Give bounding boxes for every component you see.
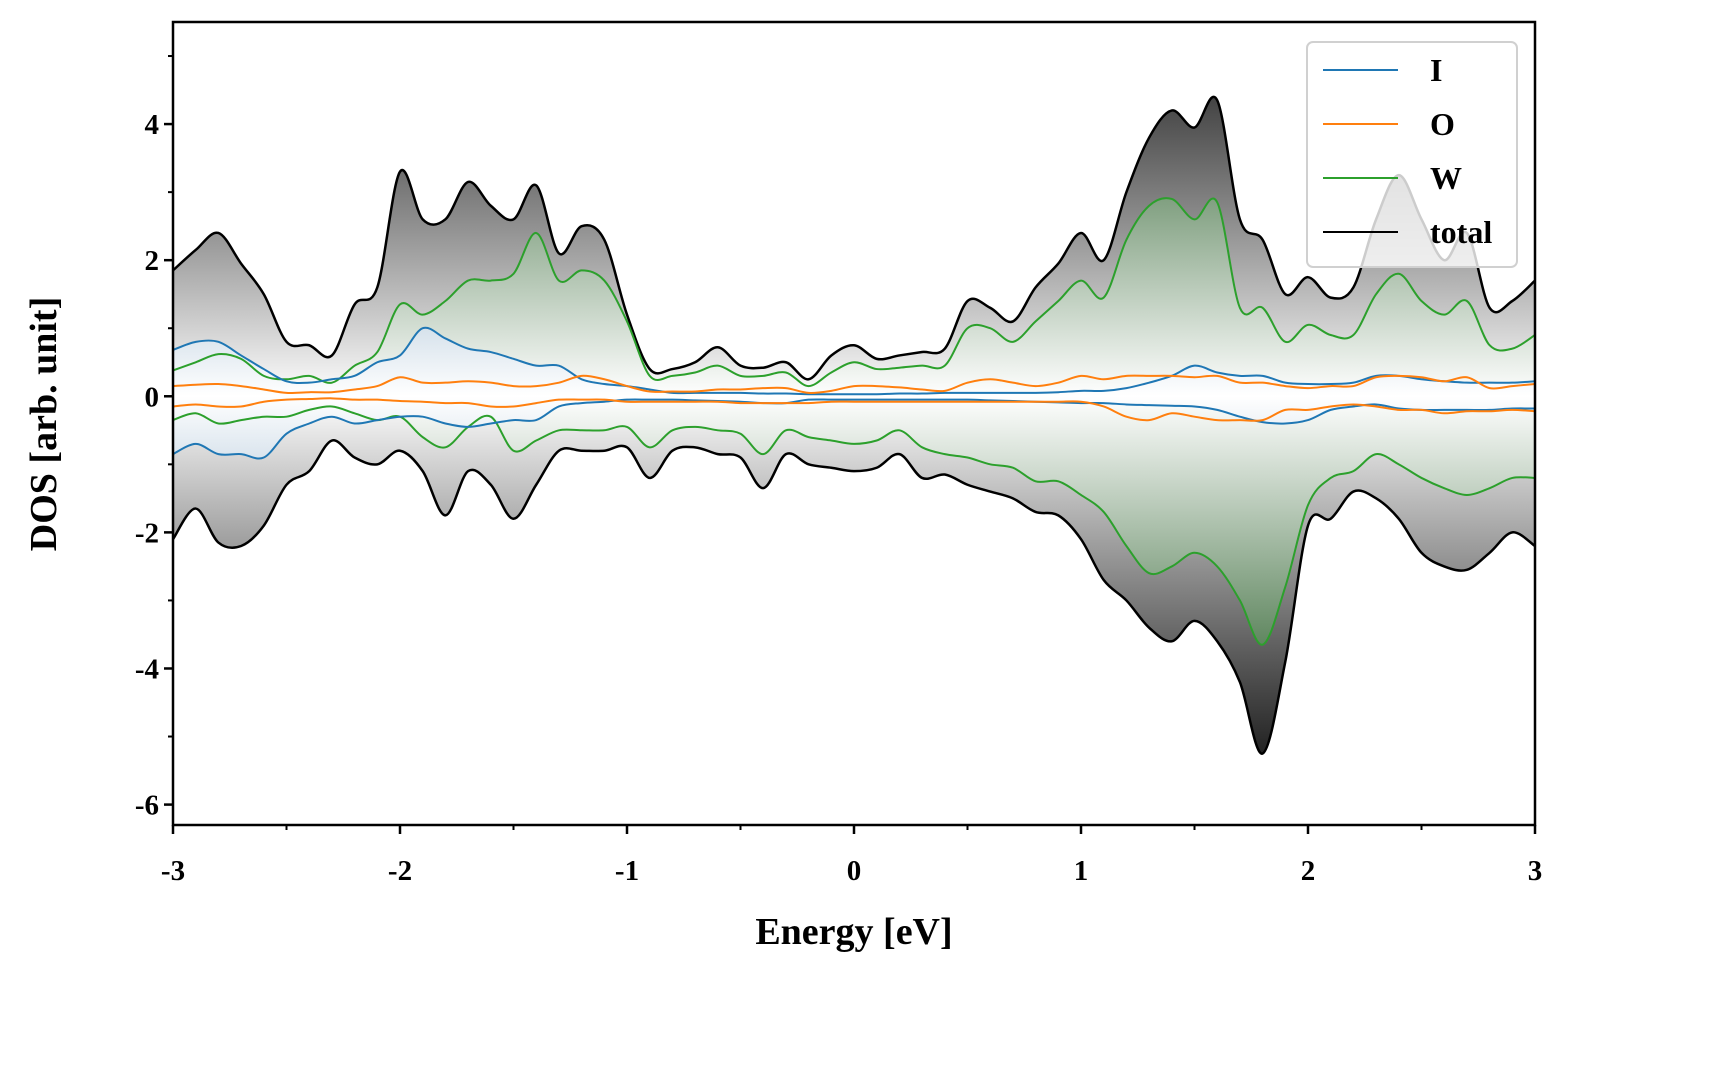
legend-box (1306, 41, 1518, 268)
y-tick-label: -2 (135, 517, 159, 549)
x-axis-label: Energy [eV] (755, 911, 952, 953)
x-tick-label: 3 (1528, 855, 1543, 887)
x-tick-label: 2 (1301, 855, 1316, 887)
legend-label-W: W (1430, 160, 1462, 196)
I-down-fill (173, 396, 1535, 459)
legend-label-O: O (1430, 106, 1455, 142)
x-tick-label: -3 (161, 855, 185, 887)
series-lines (171, 95, 1536, 755)
y-tick-label: 2 (145, 245, 160, 277)
W-down-fill (173, 396, 1535, 645)
y-tick-label: 0 (145, 381, 160, 413)
y-tick-label: -6 (135, 790, 159, 822)
x-tick-label: 1 (1074, 855, 1089, 887)
O-down-fill (173, 396, 1535, 421)
O-up-line (172, 374, 1536, 394)
O-down-line (172, 397, 1536, 422)
y-axis-label: DOS [arb. unit] (23, 297, 65, 551)
x-tick-label: -1 (615, 855, 639, 887)
fill-areas (173, 96, 1535, 754)
legend-label-total: total (1430, 214, 1492, 250)
y-tick-label: 4 (145, 109, 160, 141)
W-up-line (172, 197, 1536, 388)
y-axis: -6 -4 -2 0 2 4 (135, 55, 173, 822)
legend-label-I: I (1430, 52, 1442, 88)
total-down-line (171, 439, 1536, 755)
y-tick-label: -4 (135, 653, 159, 685)
I-up-line (172, 326, 1536, 396)
x-tick-label: 0 (847, 855, 862, 887)
W-up-fill (173, 198, 1535, 397)
x-axis: -3 -2 -1 0 1 2 3 (161, 825, 1542, 887)
I-down-line (172, 398, 1536, 460)
x-tick-label: -2 (388, 855, 412, 887)
total-up-line (172, 95, 1536, 381)
O-up-fill (173, 375, 1535, 397)
